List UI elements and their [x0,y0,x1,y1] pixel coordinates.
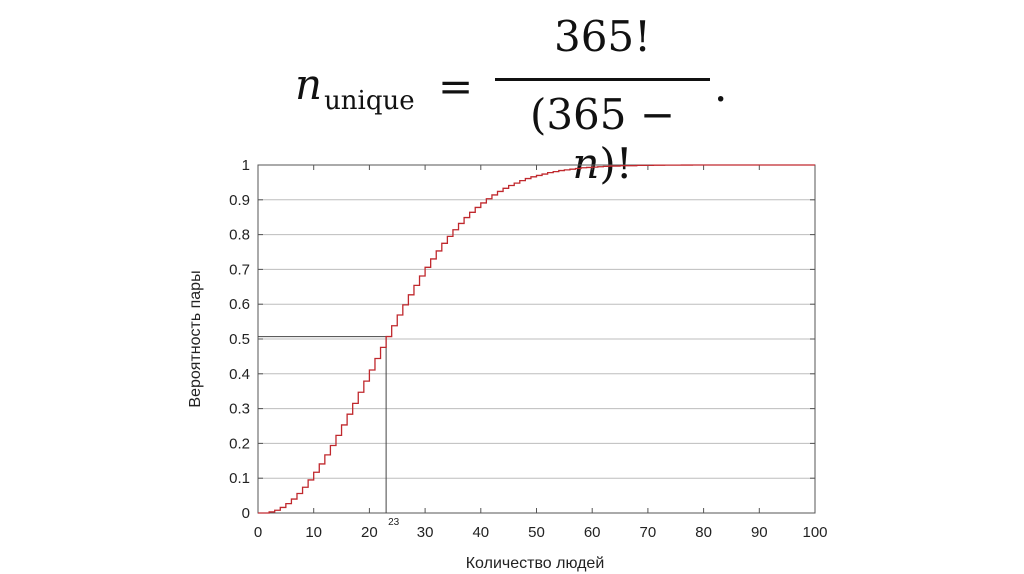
y-tick-label: 0.5 [229,331,250,348]
y-tick-label: 0.1 [229,470,250,487]
y-tick-label: 0.2 [229,435,250,452]
formula-denominator-suffix: )! [599,139,633,188]
formula-lhs-subscript: unique [324,86,415,116]
formula-denominator-variable: n [572,139,600,188]
formula-lhs: nunique [295,60,415,116]
y-tick-label: 0.8 [229,227,250,244]
y-tick-label: 1 [242,157,250,174]
x-tick-label: 30 [417,524,434,541]
y-tick-label: 0 [242,505,250,522]
x-tick-label: 0 [254,524,262,541]
chart-annotation: 23 [258,336,400,528]
x-tick-label: 100 [802,524,827,541]
x-tick-label: 90 [751,524,768,541]
x-tick-label: 40 [472,524,489,541]
y-tick-label: 0.3 [229,401,250,418]
x-tick-label: 70 [640,524,657,541]
y-tick-label: 0.9 [229,192,250,209]
y-tick-label: 0.6 [229,296,250,313]
series-line [258,164,815,514]
x-tick-label: 10 [305,524,322,541]
y-axis-label: Вероятность пары [187,270,204,407]
x-tick-label: 60 [584,524,601,541]
formula-equals: = [438,62,474,111]
formula-denominator-prefix: (365 − [529,90,676,139]
formula-trailing-dot: . [714,62,728,111]
x-axis-label: Количество людей [466,555,605,572]
x-tick-label: 80 [695,524,712,541]
formula: nunique = 365! (365 − n)! . [290,12,750,188]
x-tick-label: 50 [528,524,545,541]
formula-lhs-variable: n [295,60,323,109]
chart-grid [258,199,815,479]
formula-denominator: (365 − n)! [495,90,710,188]
formula-fraction-bar [495,78,710,81]
formula-numerator: 365! [553,12,652,61]
x-tick-label: 20 [361,524,378,541]
chart-axes: 00.10.20.30.40.50.60.70.80.910 10 20 30 40 50… [229,157,827,541]
y-tick-label: 0.7 [229,261,250,278]
annotation-label: 23 [388,517,400,528]
y-tick-label: 0.4 [229,366,250,383]
